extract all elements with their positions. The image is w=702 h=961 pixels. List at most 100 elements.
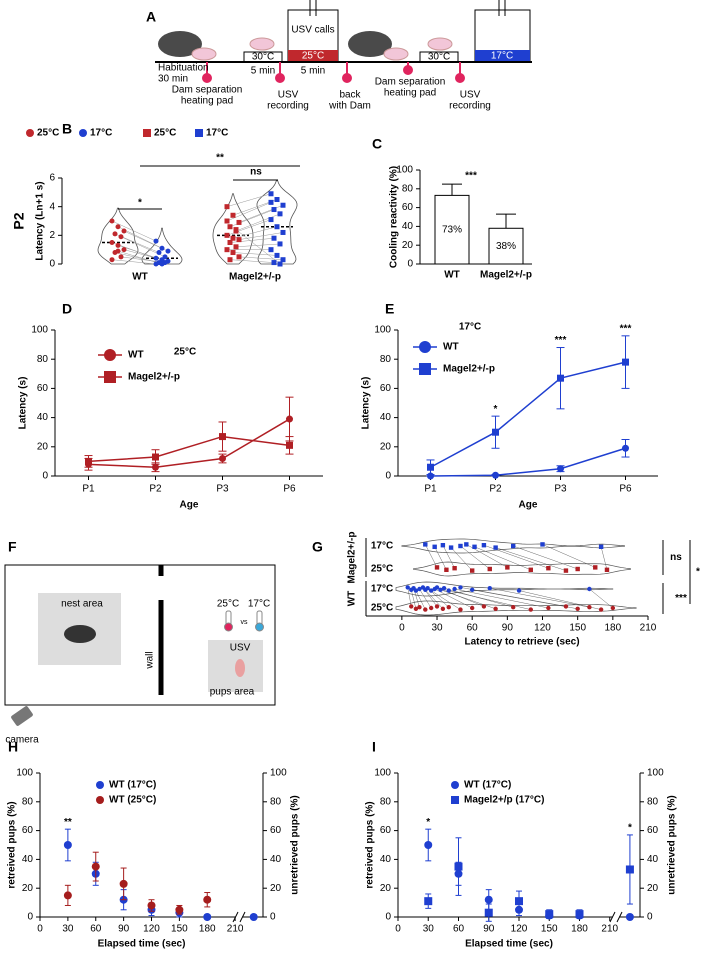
axis-break: [609, 911, 616, 923]
x-tick-label: Magel2+/-p: [229, 272, 281, 283]
marker: [159, 261, 165, 267]
y-tick-label: 20: [22, 883, 34, 894]
panel-label: C: [372, 136, 382, 152]
legend-label: 25°C: [37, 128, 59, 139]
setup-label: wall: [145, 651, 156, 669]
step-label: 25°C: [302, 51, 324, 62]
panel-label: D: [62, 301, 72, 317]
y-tick-label: 20: [402, 240, 414, 251]
marker: [448, 545, 454, 550]
x-tick-label: 60: [453, 924, 465, 935]
marker: [440, 606, 446, 611]
marker: [452, 566, 457, 571]
marker: [286, 415, 293, 423]
series-line: [88, 435, 290, 463]
panel-label: F: [8, 539, 17, 555]
marker: [427, 463, 434, 471]
group-label: WT: [347, 591, 358, 607]
violin: [401, 538, 625, 554]
marker: [175, 905, 184, 914]
violin: [395, 581, 614, 597]
pair-line: [235, 213, 281, 232]
pair-line: [474, 546, 531, 570]
y-tick-label: 20: [380, 441, 392, 452]
marker: [112, 231, 118, 237]
legend-marker: [451, 796, 459, 804]
setup: nest area wall 25°C vs 17°C USV pups are…: [4, 564, 276, 746]
marker: [249, 913, 258, 921]
marker: [622, 358, 629, 366]
significance: ns: [250, 167, 262, 178]
pair-line: [111, 259, 157, 265]
x-tick-label: 60: [90, 924, 102, 935]
legend-marker: [96, 796, 104, 804]
marker: [233, 227, 239, 233]
bar: [488, 227, 524, 265]
marker: [417, 586, 422, 592]
y-tick-label: 60: [380, 383, 392, 394]
marker: [413, 606, 419, 611]
row-label: 17°C: [371, 541, 393, 552]
marker: [268, 247, 274, 253]
marker: [424, 841, 433, 849]
event-label: with Dam: [328, 101, 371, 112]
x-tick-label: P2: [149, 484, 162, 495]
x-tick-label: P1: [82, 484, 95, 495]
y-axis-label: Latency (Ln+1 s): [35, 181, 46, 260]
marker: [115, 248, 121, 254]
marker: [528, 607, 533, 612]
marker: [575, 566, 580, 572]
legend-label: WT: [128, 350, 144, 361]
x-tick-label: 120: [534, 623, 551, 634]
legend-label: Magel2+/-p: [128, 372, 180, 383]
significance: ***: [620, 323, 632, 334]
marker: [286, 441, 293, 449]
marker: [545, 910, 554, 919]
legend-marker: [195, 129, 203, 137]
marker: [546, 605, 551, 611]
legend-marker: [419, 363, 431, 375]
thermometer: [255, 622, 264, 632]
marker: [441, 586, 447, 591]
pair-line: [434, 546, 447, 570]
marker: [271, 235, 277, 241]
pair-line: [111, 220, 157, 242]
bar: [434, 194, 470, 265]
row-label: 25°C: [371, 564, 393, 575]
pair-line: [407, 587, 412, 607]
pair-line: [238, 256, 284, 260]
marker: [484, 895, 493, 904]
marker: [227, 224, 233, 230]
significance: **: [216, 153, 224, 164]
pair-line: [235, 229, 281, 265]
marker: [438, 587, 443, 592]
setup-label: pups area: [210, 687, 255, 698]
panel-label: A: [146, 9, 156, 25]
event-label: heating pad: [181, 96, 233, 107]
axis-break: [613, 912, 619, 922]
marker: [236, 237, 242, 243]
marker: [604, 567, 610, 572]
event-label: recording: [449, 101, 491, 112]
marker: [280, 202, 286, 208]
setup-label: USV: [230, 643, 251, 654]
marker: [484, 908, 493, 917]
y-tick-label: 100: [374, 325, 391, 336]
x-tick-label: P3: [216, 484, 229, 495]
pin: [202, 73, 212, 83]
marker: [280, 257, 286, 263]
marker: [505, 565, 510, 570]
y-tick-label: 60: [37, 383, 49, 394]
event-label: heating pad: [384, 88, 436, 99]
legend-marker: [419, 341, 431, 353]
marker: [493, 545, 498, 550]
y-tick-label: 0: [27, 912, 33, 923]
marker: [469, 605, 475, 611]
marker: [219, 433, 226, 441]
marker: [472, 544, 477, 549]
pair-line: [454, 588, 549, 609]
marker: [153, 261, 159, 267]
marker: [481, 604, 487, 609]
significance: ***: [465, 171, 477, 182]
y-tick-label: 80: [380, 796, 392, 807]
